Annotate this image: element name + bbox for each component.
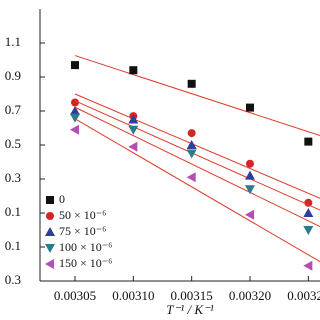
marker [128,125,139,135]
marker [245,209,254,220]
legend-label: 75 × 10⁻⁶ [59,224,106,238]
marker [45,244,55,253]
fit-line [74,55,320,137]
marker [46,196,54,204]
x-axis-label: T⁻¹ / K⁻¹ [166,302,214,317]
x-tick-label: 0.00320 [229,288,271,303]
x-tick-label: 0.00325 [287,288,320,303]
legend-label: 150 × 10⁻⁶ [59,256,112,270]
legend-label: 100 × 10⁻⁶ [59,240,112,254]
fit-line [74,106,320,227]
y-tick-label: 0.7 [5,102,22,117]
y-tick-label: 1.1 [5,34,21,49]
marker [128,114,139,124]
marker [303,208,314,217]
marker [129,66,138,75]
marker [71,98,79,107]
marker [303,260,313,271]
x-tick-label: 0.00305 [54,288,96,303]
y-tick-label: 0.5 [5,136,21,151]
y-tick-label: 0.3 [5,170,21,185]
marker [70,106,80,115]
fit-line [74,93,320,199]
x-tick-label: 0.00310 [112,288,154,303]
marker [187,129,196,138]
y-tick-label: 0.1 [5,238,21,253]
fit-line [74,118,320,263]
legend: 0 50 × 10⁻⁶ 75 × 10⁻⁶ 100 × 10⁻⁶ 150 × 10⁻⁶ [45,192,112,270]
marker [71,61,79,70]
marker [186,172,196,183]
y-tick-label: 0.1 [5,204,21,219]
legend-label: 0 [59,192,65,206]
fit-line [74,100,320,211]
marker [246,159,254,168]
marker [246,103,254,112]
marker [186,149,197,159]
marker [245,185,255,195]
marker [45,227,55,236]
y-tick-label: 0.3 [5,272,21,287]
marker [304,137,313,146]
marker [45,259,54,269]
marker [187,79,196,88]
y-tick-label: 0.9 [5,68,21,83]
marker [186,140,197,149]
marker [128,141,138,152]
x-tick-label: 0.00315 [171,288,213,303]
marker [70,124,79,135]
legend-label: 50 × 10⁻⁶ [59,208,106,222]
marker [245,170,255,180]
marker [304,198,313,207]
marker [46,212,54,220]
marker [303,226,314,235]
marker [70,113,80,123]
